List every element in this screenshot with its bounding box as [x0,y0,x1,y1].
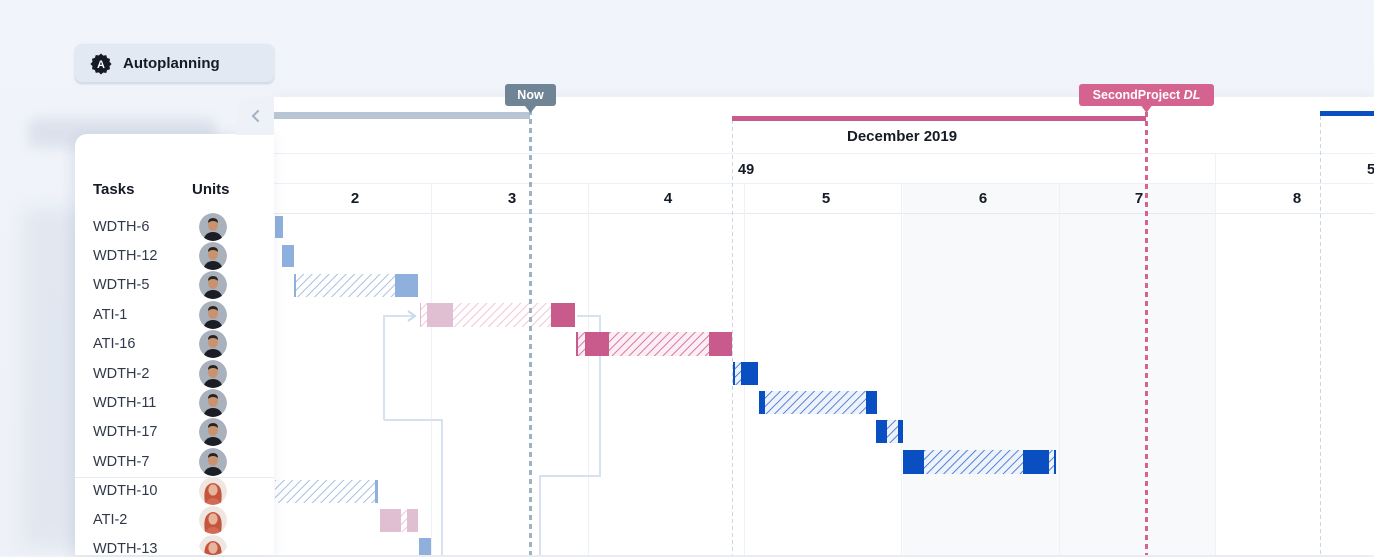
project-span-bar-gray [274,112,530,119]
project-span-bar-blue [1320,111,1374,116]
task-row-label[interactable]: WDTH-6 [93,219,150,235]
task-bar-WDTH-13[interactable] [419,538,431,555]
task-row-label[interactable]: ATI-2 [93,512,128,528]
deadline-marker-pointer [1140,104,1153,113]
avatar[interactable] [199,535,227,555]
autoplanning-gear-icon: A [90,53,112,74]
avatar[interactable] [199,213,227,241]
unit-group-separator [75,477,274,478]
task-row-label[interactable]: WDTH-17 [93,424,158,440]
avatar[interactable] [199,389,227,417]
task-bar-WDTH-12[interactable] [282,245,294,267]
deadline-marker-label-project: SecondProject [1092,88,1181,102]
task-row-label[interactable]: WDTH-10 [93,483,158,499]
task-bar-WDTH-6[interactable] [275,216,283,238]
svg-text:A: A [97,59,105,71]
autoplanning-button[interactable]: A Autoplanning [75,44,274,83]
project-span-bar-pink [732,116,1146,121]
task-bar-ATI-16[interactable] [576,332,732,356]
task-row-label[interactable]: WDTH-2 [93,366,150,382]
chevron-left-icon [251,109,259,123]
task-list-panel [75,134,274,555]
dependency-line [383,315,414,420]
avatar[interactable] [199,418,227,446]
task-bar-WDTH-11[interactable] [759,391,877,414]
month-label: December 2019 [847,128,958,145]
tasks-column-header: Tasks [93,181,135,198]
day-label: 6 [978,190,988,207]
day-label: 7 [1134,190,1144,207]
task-bar-WDTH-17[interactable] [876,420,903,443]
task-row-label[interactable]: WDTH-5 [93,277,150,293]
dependency-line [384,419,443,555]
task-row-label[interactable]: ATI-16 [93,336,136,352]
day-label: 4 [663,190,673,207]
avatar[interactable] [199,242,227,270]
avatar[interactable] [199,360,227,388]
week-number-label-next: 5 [1367,162,1374,178]
task-bar-ATI-1[interactable] [420,303,575,327]
day-label: 8 [1292,190,1302,207]
avatar[interactable] [199,477,227,505]
task-bar-WDTH-5[interactable] [294,274,418,297]
dependency-line [539,315,601,555]
task-bar-WDTH-10[interactable] [275,480,378,503]
task-bar-WDTH-7[interactable] [903,450,1056,474]
collapse-panel-button[interactable] [237,97,274,135]
task-row-label[interactable]: WDTH-12 [93,248,158,264]
avatar[interactable] [199,301,227,329]
deadline-marker-tag[interactable]: SecondProject DL [1079,84,1214,106]
now-marker-pointer [525,106,536,113]
task-bar-WDTH-2[interactable] [733,362,758,385]
avatar[interactable] [199,448,227,476]
task-bar-ATI-2[interactable] [380,509,418,532]
task-row-label[interactable]: ATI-1 [93,307,128,323]
week-number-label: 49 [738,162,755,178]
avatar[interactable] [199,271,227,299]
now-marker-label: Now [517,88,544,102]
task-row-label[interactable]: WDTH-11 [93,395,157,411]
task-row-label[interactable]: WDTH-13 [93,541,158,557]
task-row-label[interactable]: WDTH-7 [93,454,150,470]
deadline-marker-label-dl: DL [1183,88,1201,102]
day-label: 2 [350,190,360,207]
units-column-header: Units [192,181,230,198]
avatar[interactable] [199,330,227,358]
avatar[interactable] [199,506,227,534]
now-marker-tag[interactable]: Now [505,84,556,106]
day-label: 5 [821,190,831,207]
dependency-arrow [407,310,417,322]
day-label: 3 [507,190,517,207]
autoplanning-label: Autoplanning [123,55,220,72]
